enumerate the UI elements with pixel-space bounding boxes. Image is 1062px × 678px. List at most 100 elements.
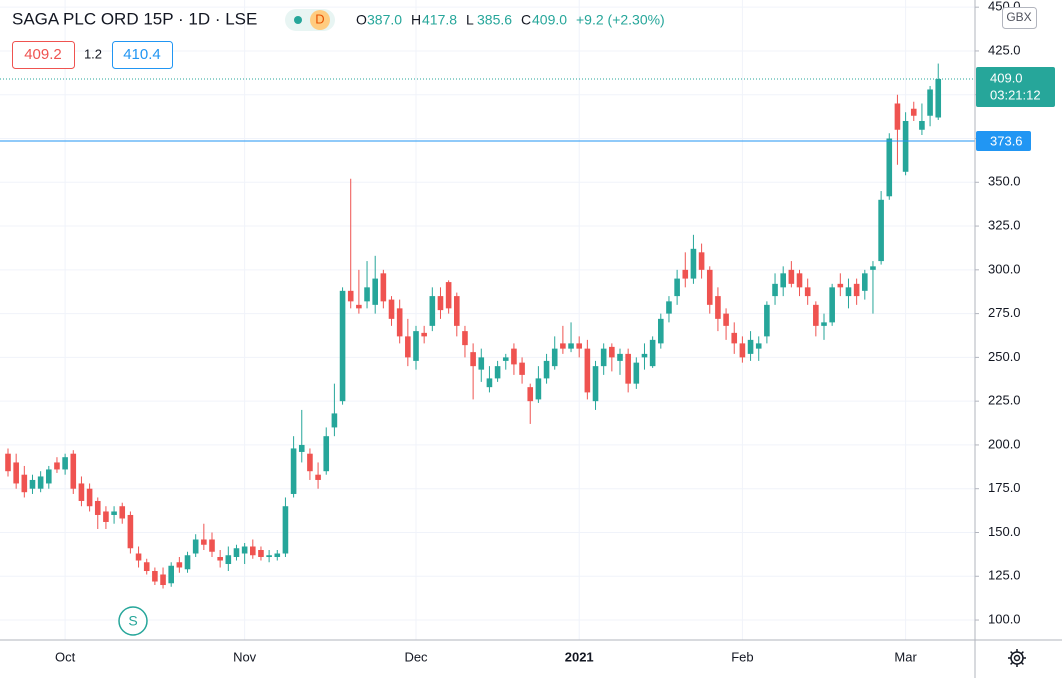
candle-body [747, 339, 754, 354]
candle-body [821, 322, 827, 326]
candle-body [649, 339, 656, 367]
split-marker[interactable] [118, 606, 148, 636]
candle-body [739, 343, 746, 358]
candle-body [462, 331, 468, 346]
candle-body [853, 283, 860, 297]
candle-body [152, 571, 158, 582]
symbol: SAGA PLC ORD 15P · 1D · LSE [12, 9, 257, 28]
candle-body [217, 557, 223, 561]
candle-body [143, 562, 150, 572]
candle-body [658, 318, 664, 344]
candle-body [772, 283, 778, 297]
candle-body [511, 348, 517, 365]
ask: 410.4 [123, 46, 161, 63]
plot [0, 63, 975, 589]
y-tick-label: 325.0 [988, 217, 1021, 232]
y-tick-label: 175.0 [988, 480, 1021, 495]
candle-body [13, 462, 19, 484]
candle-body [927, 89, 933, 116]
candle-body [454, 296, 460, 326]
candle-body [445, 282, 452, 309]
candle-body [290, 448, 297, 494]
price-line-label-bg [976, 130, 1031, 151]
candle-body [690, 248, 697, 279]
candle-body [568, 343, 574, 349]
bid: 409.2 [24, 46, 62, 63]
ohlc-value: 409.0 [532, 12, 567, 28]
candle-body [201, 539, 207, 545]
candle-body [339, 290, 346, 402]
candle-body [388, 299, 395, 319]
candle-body [535, 378, 542, 400]
bid-box[interactable] [12, 41, 75, 69]
candle-body [209, 539, 215, 552]
candle-body [437, 296, 444, 311]
last-price-label-bg [976, 66, 1055, 107]
candle-body [813, 304, 819, 326]
ask-box[interactable] [112, 41, 173, 69]
candle-body [731, 332, 738, 344]
candle-body [592, 366, 599, 402]
countdown: 03:21:12 [990, 87, 1041, 102]
candle-body [29, 479, 36, 489]
currency-box[interactable] [1002, 7, 1037, 29]
candle-body [609, 346, 615, 358]
candle-body [380, 273, 387, 302]
currency: GBX [1006, 10, 1031, 24]
candle-body [584, 348, 591, 393]
candle-body [886, 138, 893, 197]
candle-body [225, 555, 232, 565]
ohlc-key: H [411, 12, 421, 28]
x-tick-label: 2021 [565, 649, 594, 664]
candle-body [486, 378, 493, 388]
y-tick-label: 250.0 [988, 349, 1021, 364]
candle-body [266, 555, 272, 558]
candle-body [870, 266, 876, 270]
candle-body [478, 357, 485, 370]
x-tick-label: Mar [894, 649, 917, 664]
x-tick-label: Oct [55, 649, 76, 664]
x-tick-label: Dec [404, 649, 428, 664]
ohlc-value: 385.6 [477, 12, 512, 28]
candle-body [780, 273, 786, 288]
candle-body [413, 331, 419, 361]
candle-body [62, 457, 68, 470]
candle-body [176, 562, 183, 568]
candle-body [396, 308, 403, 337]
y-tick-label: 100.0 [988, 611, 1021, 626]
status-dot [294, 16, 302, 24]
badge-bg [310, 10, 330, 30]
candle-body [119, 506, 126, 519]
candle-body [723, 313, 729, 326]
candle-body [494, 366, 501, 379]
candle-body [356, 304, 362, 309]
candle-body [551, 348, 558, 367]
candle-body [307, 453, 313, 472]
ohlc-value: 417.8 [422, 12, 457, 28]
ohlc-key: L [466, 12, 474, 28]
candle-body [405, 336, 411, 358]
x-tick-label: Feb [731, 649, 753, 664]
candle-body [21, 474, 28, 493]
ohlc-key: C [521, 12, 531, 28]
candle-body [617, 353, 623, 361]
y-tick-label: 350.0 [988, 174, 1021, 189]
y-tick-label: 150.0 [988, 524, 1021, 539]
candle-body [323, 436, 330, 472]
candle-body [331, 413, 338, 428]
marker-label: S [128, 613, 137, 629]
candle-body [862, 273, 868, 291]
candle-body [250, 546, 256, 556]
candle-body [282, 506, 289, 554]
candle-body [666, 301, 672, 314]
candle-body [274, 553, 281, 558]
candle-body [168, 565, 174, 584]
candle-body [103, 511, 109, 522]
candle-body [298, 444, 305, 452]
candle-body [519, 362, 525, 375]
candle-body [837, 283, 844, 288]
y-tick-label: 275.0 [988, 305, 1021, 320]
interval-badge: D [315, 11, 324, 26]
settings-icon[interactable] [1008, 649, 1026, 667]
spread: 1.2 [84, 46, 102, 61]
